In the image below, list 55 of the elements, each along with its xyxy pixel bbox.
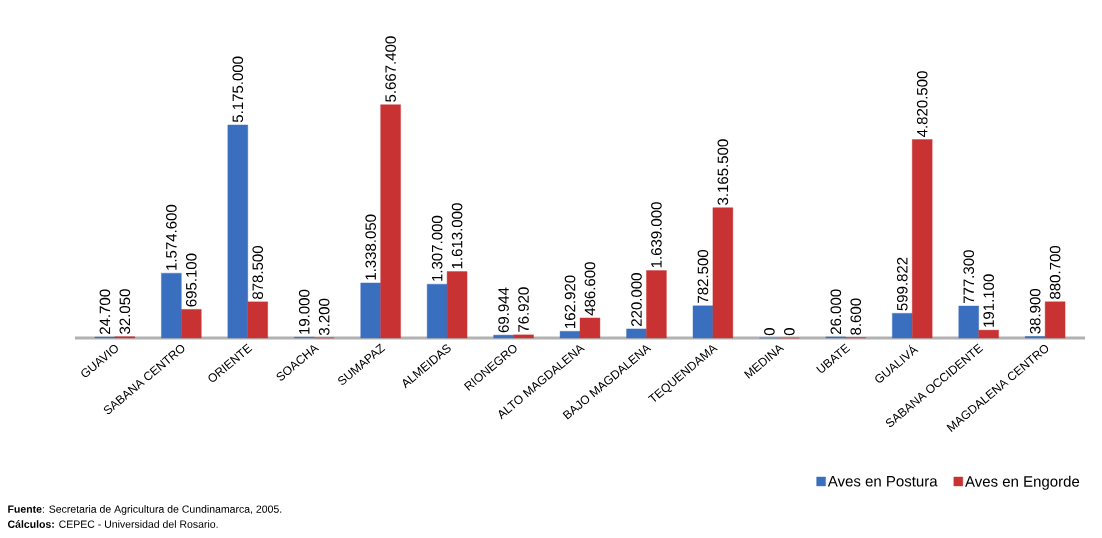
data-label: 162.920 [564,275,576,328]
data-label: 878.500 [252,246,264,299]
data-label: 777.300 [963,250,975,304]
bar [978,329,999,339]
bar [493,334,514,339]
legend-label: Aves en Postura [827,476,938,487]
data-label: 24.700 [99,289,111,335]
bar [912,139,933,339]
bar [626,328,647,339]
data-label: 3.200 [318,298,330,336]
bar [426,283,448,339]
data-label: 880.700 [1049,245,1061,299]
data-label: 1.574.600 [166,204,177,270]
bar [513,334,534,339]
data-label: 1.338.050 [365,214,376,280]
data-label: 1.639.000 [651,202,662,268]
data-label: 5.175.000 [232,56,244,123]
bar [1044,301,1066,339]
data-label: 38.900 [1029,288,1041,334]
bar [161,272,182,339]
bar [712,207,734,339]
data-label: 1.307.000 [431,215,443,281]
bar [579,317,601,339]
bar [646,270,667,339]
data-label: 191.100 [983,274,994,327]
text: Cálculos: CEPEC - Universidad del Rosario. [7,520,218,528]
data-label: 32.050 [119,289,131,334]
bar [181,309,202,339]
data-label: 19.000 [298,289,310,334]
text: Fuente: Secretaria de Agricultura de Cundinamarca, 2005. [8,505,282,515]
data-label: 1.613.000 [451,203,463,269]
data-label: 220.000 [631,273,642,326]
legend-label: Aves en Engorde [965,475,1080,490]
data-label: 695.100 [185,253,197,307]
bar [227,124,248,339]
data-label: 0 [784,328,795,336]
bar [446,271,468,339]
data-label: 599.822 [896,257,908,311]
bar [559,331,581,339]
bar [892,313,913,339]
bar [380,104,401,339]
data-label: 782.500 [697,249,709,303]
data-label: 0 [764,328,775,336]
bar [692,305,714,339]
data-label: 3.165.500 [717,139,729,205]
bar [360,282,381,339]
data-label: 26.000 [830,289,842,334]
bar [247,301,268,339]
data-label: 8.600 [850,298,862,335]
data-label: 4.820.500 [916,71,928,137]
data-label: 486.600 [584,262,596,316]
data-label: 76.920 [518,287,529,332]
bar [958,305,979,339]
data-label: 69.944 [498,287,509,333]
data-label: 5.667.400 [385,36,396,102]
